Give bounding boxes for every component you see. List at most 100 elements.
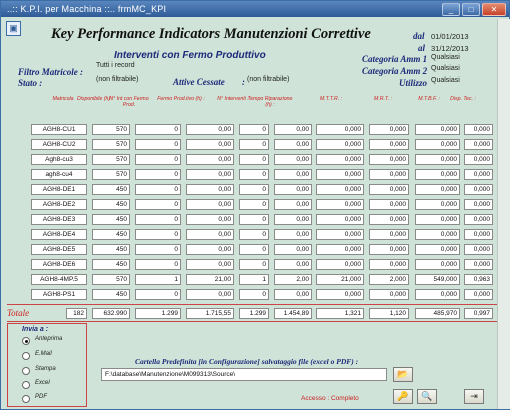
column-header: N° Interventi : [217,96,249,102]
browse-folder-button[interactable]: 📂 [393,367,413,382]
table-cell: 0 [135,214,181,225]
table-cell: 0,000 [369,154,409,165]
table-cell: 0,000 [415,169,460,180]
table-cell: 0,000 [316,139,364,150]
table-cell: 450 [92,244,130,255]
totals-values-row: 182 632.990 1.299 1.715,55 1.299 1.454,89 1,32… [31,308,493,320]
table-cell: 0,000 [316,169,364,180]
table-row[interactable]: AGH8-4MP.5 570 1 21,00 1 2,00 21,000 2,000 549,0… [31,274,493,286]
key-icon: 🔑 [397,391,409,401]
table-cell: 0,000 [464,184,493,195]
column-header: M.T.T.R. : [319,96,343,102]
total-cell: 1.715,55 [186,308,234,319]
table-row[interactable]: agh8-cu4 570 0 0,00 0 0,00 0,000 0,000 0,000 0,00… [31,169,493,181]
column-header: M.R.T. : [374,96,392,102]
table-cell: 0,000 [415,154,460,165]
table-cell: 0,000 [415,139,460,150]
table-cell: 0,000 [464,199,493,210]
table-cell: 0,000 [415,244,460,255]
categoria2-value: Qualsiasi [431,65,460,72]
utilizzo-label: Utilizzo [399,78,428,88]
total-cell: 1,321 [316,308,364,319]
table-cell: 0,000 [316,124,364,135]
matricola-cell: AGH8-DE5 [31,244,87,255]
table-row[interactable]: AGH8-CU1 570 0 0,00 0 0,00 0,000 0,000 0,000 0,00… [31,124,493,136]
table-row[interactable]: AGH8-DE1 450 0 0,00 0 0,00 0,000 0,000 0,000 0,00… [31,184,493,196]
radio-email[interactable] [22,352,30,360]
table-row[interactable]: AGH8-PS1 450 0 0,00 0 0,00 0,000 0,000 0,000 0,00… [31,289,493,301]
table-cell: 0,00 [186,154,234,165]
radio-pdf[interactable] [22,395,30,403]
stato-label: Stato : [18,78,43,88]
table-row[interactable]: AGH8-DE5 450 0 0,00 0 0,00 0,000 0,000 0,000 0,00… [31,244,493,256]
column-header: M.T.B.F. : [418,96,440,102]
radio-excel[interactable] [22,381,30,389]
matricola-cell: AGH8-4MP.5 [31,274,87,285]
matricola-cell: AGH8-DE4 [31,229,87,240]
total-cell: 632.990 [92,308,130,319]
matricola-cell: AGH8-DE1 [31,184,87,195]
table-cell: 0,000 [415,289,460,300]
radio-anteprima[interactable] [22,337,30,345]
filter-matricole-value: Tutti i record [96,62,135,69]
table-cell: 0,000 [316,259,364,270]
matricola-cell: Agh8-cu3 [31,154,87,165]
table-cell: 0 [135,289,181,300]
table-cell: 0 [135,169,181,180]
app-menu-icon[interactable]: ▣ [6,21,21,36]
vertical-scrollbar[interactable] [497,19,510,409]
radio-stampa[interactable] [22,367,30,375]
table-cell: 0,000 [415,259,460,270]
table-cell: 0,000 [316,289,364,300]
table-cell: 0,00 [274,154,312,165]
matricola-cell: AGH8-CU1 [31,124,87,135]
matricola-cell: AGH8-DE2 [31,199,87,210]
total-cell: 485,970 [415,308,460,319]
table-cell: 570 [92,124,130,135]
minimize-button[interactable]: _ [442,3,460,16]
table-cell: 0,000 [464,244,493,255]
table-row[interactable]: Agh8-cu3 570 0 0,00 0 0,00 0,000 0,000 0,000 0,00… [31,154,493,166]
table-cell: 450 [92,184,130,195]
filter-matricole-label: Filtro Matricole : [18,67,83,77]
table-row[interactable]: AGH8-DE4 450 0 0,00 0 0,00 0,000 0,000 0,000 0,00… [31,229,493,241]
table-cell: 0,000 [464,289,493,300]
window-title: ..:: K.P.I. per Macchina ::.. frmMC_KPI [7,4,167,14]
invia-a-label: Invia a : [22,326,49,333]
table-cell: 0,000 [415,184,460,195]
table-cell: 0,000 [464,214,493,225]
table-cell: 0,00 [186,244,234,255]
table-row[interactable]: AGH8-CU2 570 0 0,00 0 0,00 0,000 0,000 0,000 0,00… [31,139,493,151]
table-cell: 0,00 [186,184,234,195]
matricola-cell: agh8-cu4 [31,169,87,180]
matricola-cell: AGH8-DE6 [31,259,87,270]
table-cell: 0,00 [274,184,312,195]
table-cell: 0 [135,244,181,255]
matricola-cell: AGH8-PS1 [31,289,87,300]
folder-path-field[interactable]: F:\database\Manutenzione\M099313\Source\ [101,368,387,381]
maximize-button[interactable]: □ [462,3,480,16]
radio-anteprima-label: Anteprima [35,336,63,342]
table-cell: 0,00 [186,289,234,300]
table-row[interactable]: AGH8-DE3 450 0 0,00 0 0,00 0,000 0,000 0,000 0,00… [31,214,493,226]
total-cell: 1.299 [135,308,181,319]
close-button[interactable]: ✕ [482,3,506,16]
table-cell: 0,000 [316,214,364,225]
table-cell: 0,00 [274,124,312,135]
table-cell: 1 [239,274,269,285]
table-cell: 0 [135,199,181,210]
table-cell: 2,00 [274,274,312,285]
table-row[interactable]: AGH8-DE2 450 0 0,00 0 0,00 0,000 0,000 0,000 0,00… [31,199,493,211]
options-button[interactable]: 🔑 [393,389,413,404]
folder-label: Cartella Predefinita [in Configurazione]… [135,357,359,366]
matricola-cell: AGH8-CU2 [31,139,87,150]
table-cell: 0,000 [464,169,493,180]
total-cell: 182 [66,308,87,319]
table-cell: 0,000 [415,124,460,135]
exit-button[interactable]: ⇥ [464,389,484,404]
table-row[interactable]: AGH8-DE6 450 0 0,00 0 0,00 0,000 0,000 0,000 0,00… [31,259,493,271]
table-cell: 549,000 [415,274,460,285]
table-cell: 0,00 [274,289,312,300]
table-cell: 0 [239,184,269,195]
preview-button[interactable]: 🔍 [417,389,437,404]
